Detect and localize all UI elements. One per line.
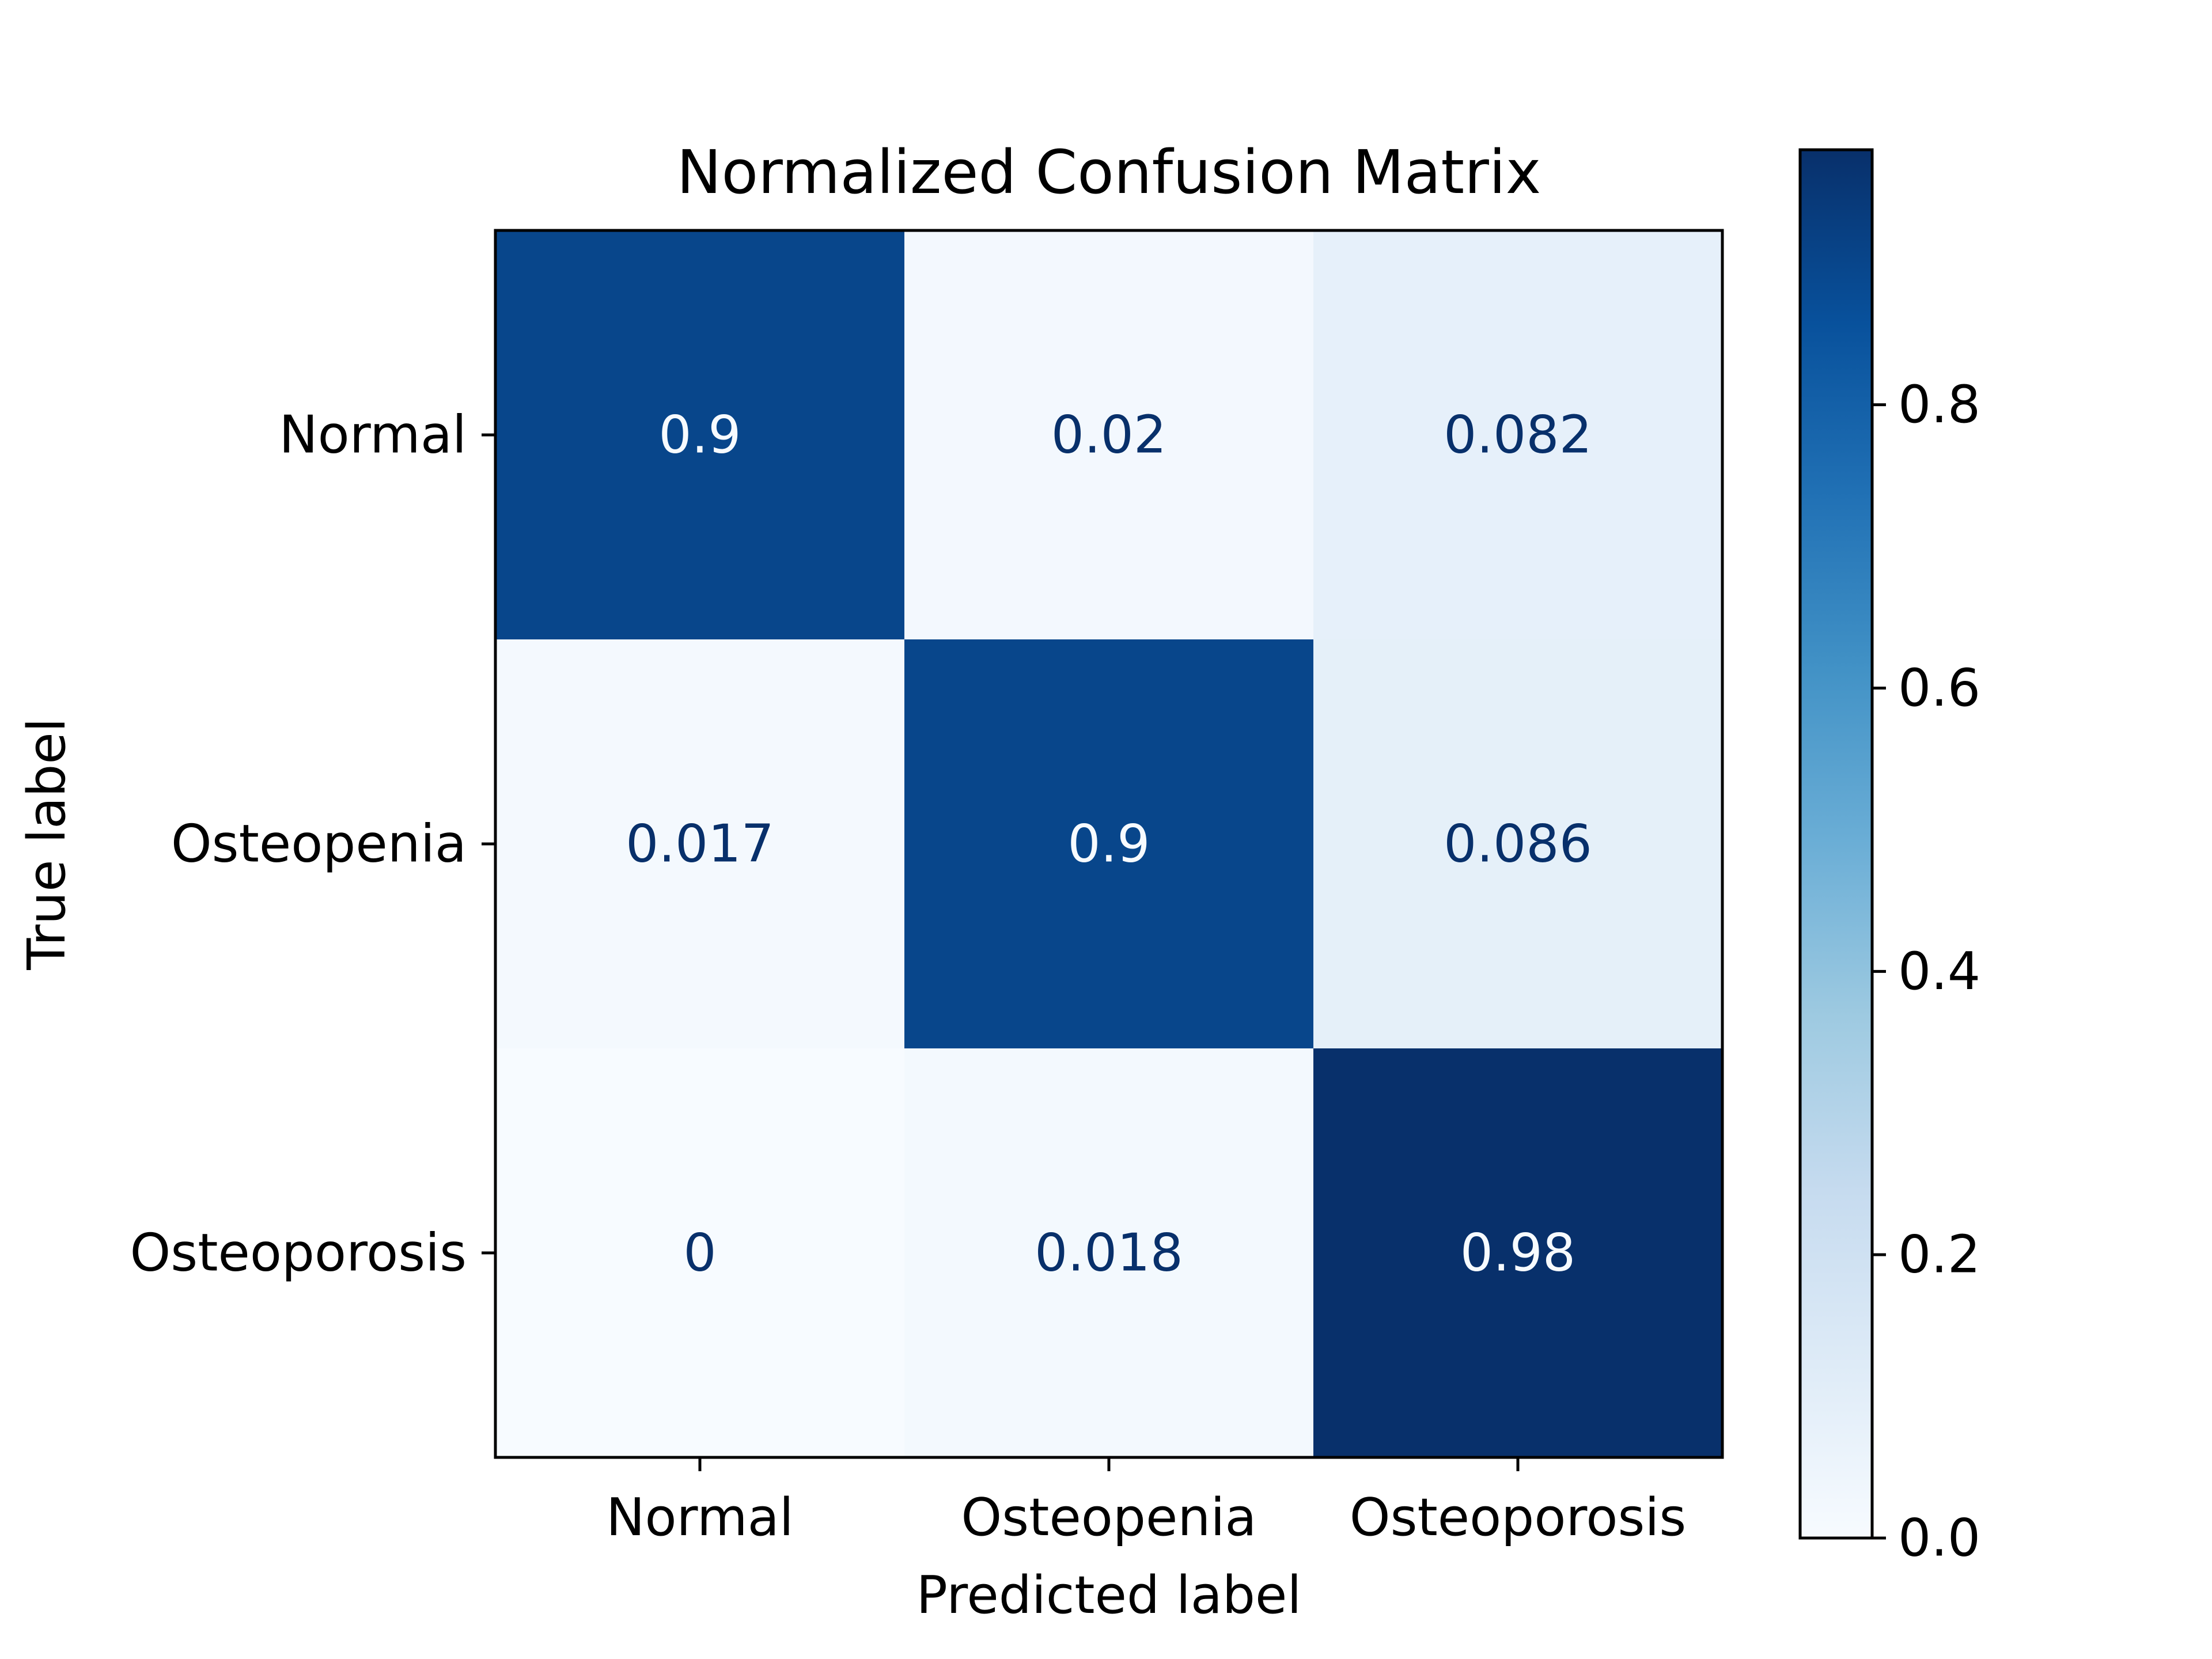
cell-value-label: 0.017 — [626, 814, 774, 874]
heatmap-cells — [495, 230, 1723, 1458]
colorbar-tick-label: 0.2 — [1898, 1225, 1980, 1285]
x-axis-ticks: Normal Osteopenia Osteoporosis — [606, 1457, 1686, 1548]
colorbar — [1798, 148, 1874, 1540]
y-tick-label: Osteopenia — [171, 814, 467, 874]
cell-value-label: 0.086 — [1444, 814, 1592, 874]
heatmap-cell — [904, 1048, 1314, 1458]
colorbar-tick-label: 0.6 — [1898, 658, 1980, 718]
cell-value-label: 0.9 — [1067, 814, 1150, 874]
heatmap-cell — [904, 639, 1314, 1049]
colorbar-ticks: 0.0 0.2 0.4 0.6 0.8 — [1872, 374, 1980, 1569]
heatmap-cell — [1313, 639, 1723, 1049]
heatmap-cell — [495, 1048, 905, 1458]
cell-value-label: 0.082 — [1444, 405, 1592, 465]
heatmap-cell — [1313, 230, 1723, 640]
colorbar-tick-label: 0.8 — [1898, 374, 1980, 435]
y-axis-ticks: Normal Osteopenia Osteoporosis — [130, 405, 495, 1283]
colorbar-tick-label: 0.0 — [1898, 1508, 1980, 1569]
heatmap-cell-labels: 0.9 0.02 0.082 0.017 0.9 0.086 0 0.018 0.98 — [626, 405, 1592, 1283]
x-tick-label: Normal — [606, 1487, 794, 1548]
cell-value-label: 0.98 — [1460, 1223, 1575, 1283]
y-tick-label: Osteoporosis — [130, 1223, 467, 1283]
heatmap-cell — [495, 230, 905, 640]
x-tick-label: Osteopenia — [961, 1487, 1256, 1548]
heatmap-cell — [495, 639, 905, 1049]
cell-value-label: 0 — [683, 1223, 716, 1283]
cell-value-label: 0.018 — [1035, 1223, 1183, 1283]
x-axis-label: Predicted label — [916, 1565, 1302, 1626]
y-tick-label: Normal — [279, 405, 467, 465]
y-axis-label: True label — [17, 718, 77, 970]
x-tick-label: Osteoporosis — [1350, 1487, 1687, 1548]
heatmap-cell — [904, 230, 1314, 640]
chart-title: Normalized Confusion Matrix — [677, 137, 1541, 207]
cell-value-label: 0.02 — [1051, 405, 1166, 465]
cell-value-label: 0.9 — [658, 405, 741, 465]
heatmap-cell — [1313, 1048, 1723, 1458]
colorbar-tick-label: 0.4 — [1898, 941, 1980, 1002]
